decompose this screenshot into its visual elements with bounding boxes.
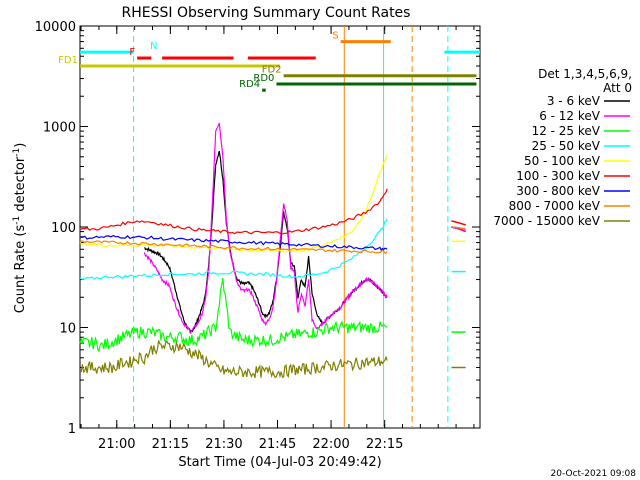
y-tick-label: 100 xyxy=(51,221,76,236)
tick-labels: 1 10 100 1000 10000 21:00 21:15 21:30 21:45 22:00… xyxy=(35,20,404,452)
legend-header-2: Att 0 xyxy=(603,81,632,95)
x-tick-label: 22:00 xyxy=(312,437,349,452)
y-tick-label: 1000 xyxy=(43,121,76,136)
y-axis-label-sup: -1 xyxy=(12,216,22,225)
legend-label-3-6-kev: 3 - 6 keV xyxy=(547,94,601,108)
legend-label-25-50-kev: 25 - 50 keV xyxy=(532,139,601,153)
legend-label-50-100-kev: 50 - 100 keV xyxy=(524,154,601,168)
flag-label-fd1: FD1 xyxy=(58,55,78,66)
flag-label-rd4: RD4 xyxy=(239,79,260,90)
x-tick-label: 21:30 xyxy=(205,437,242,452)
footer-date: 20-Oct-2021 09:08 xyxy=(551,469,637,479)
flag-label-fd2: FD2 xyxy=(262,65,282,76)
series-line-7000-15000-kev xyxy=(79,340,388,379)
flag-label-n: N xyxy=(150,41,157,52)
legend-label-6-12-kev: 6 - 12 keV xyxy=(539,109,601,123)
y-tick-label: 10000 xyxy=(35,20,76,35)
legend-label-300-800-kev: 300 - 800 keV xyxy=(516,184,600,198)
series-line-100-300-kev xyxy=(79,188,388,235)
legend-label-800-7000-kev: 800 - 7000 keV xyxy=(509,199,601,213)
y-axis-label-main: Count Rate (s xyxy=(13,225,28,314)
x-tick-label: 22:15 xyxy=(366,437,403,452)
y-axis-label-end: ) xyxy=(13,143,28,148)
x-tick-label: 21:00 xyxy=(98,437,135,452)
chart-title: RHESSI Observing Summary Count Rates xyxy=(122,5,411,21)
flag-label-s: S xyxy=(332,31,338,42)
x-tick-label: 21:45 xyxy=(259,437,296,452)
flag-label-f: F xyxy=(129,47,135,58)
series-line-800-7000-kev xyxy=(79,240,388,254)
x-axis-label: Start Time (04-Jul-03 20:49:42) xyxy=(178,455,381,470)
y-tick-label: 10 xyxy=(59,322,76,337)
plot-frame xyxy=(79,25,481,429)
legend-label-12-25-kev: 12 - 25 keV xyxy=(532,124,601,138)
series-line-300-800-kev xyxy=(79,234,388,252)
late-segment-800-7000-kev xyxy=(451,226,466,230)
series-line-12-25-kev xyxy=(79,277,388,353)
series-line-25-50-kev xyxy=(79,218,388,280)
y-axis-label-mid: detector xyxy=(13,156,28,216)
series-line-6-12-kev xyxy=(143,122,388,335)
series-group xyxy=(79,122,466,379)
y-axis-label: Count Rate (s-1 detector-1) xyxy=(12,143,28,314)
legend-header-1: Det 1,3,4,5,6,9, xyxy=(538,67,632,81)
flag-label-rd0: RD0 xyxy=(253,73,274,84)
x-tick-label: 21:15 xyxy=(152,437,189,452)
y-axis-label-sup2: -1 xyxy=(12,148,22,157)
legend-label-100-300-kev: 100 - 300 keV xyxy=(516,169,600,183)
axes xyxy=(79,25,481,429)
legend-label-7000-15000-kev: 7000 - 15000 keV xyxy=(493,214,600,228)
late-segment-100-300-kev xyxy=(451,220,466,226)
series-line-3-6-kev xyxy=(144,150,388,333)
y-tick-label: 1 xyxy=(68,422,76,437)
